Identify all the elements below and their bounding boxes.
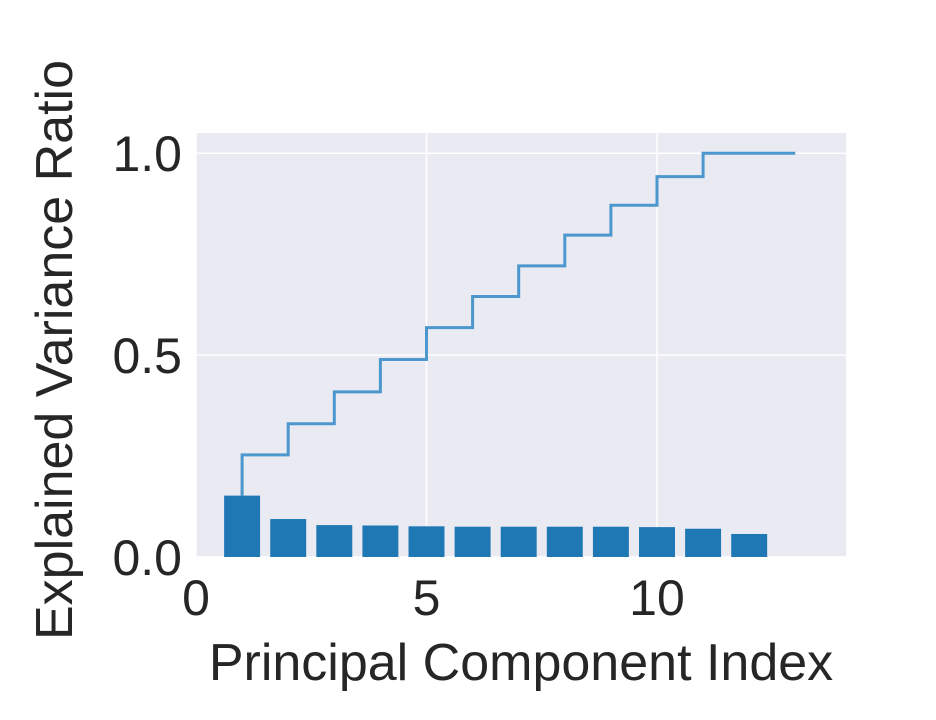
bar-pc-3 [316,525,353,557]
cumulative-step-line [240,151,796,496]
bar-series [224,495,768,557]
plot-area [196,133,846,557]
bar-pc-8 [546,526,583,557]
bar-pc-9 [592,526,629,557]
bar-pc-12 [731,533,768,557]
bar-pc-10 [639,527,675,557]
bar-pc-4 [362,525,399,557]
y-axis-label: Explained Variance Ratio [26,60,84,640]
x-tick-label: 5 [413,570,441,626]
x-tick-label: 10 [629,570,685,626]
y-tick-label: 0.5 [112,328,182,384]
bar-pc-1 [224,495,261,557]
bar-pc-2 [270,519,307,557]
bar-pc-6 [454,526,491,557]
x-axis-label: Principal Component Index [209,634,833,692]
y-tick-label: 1.0 [112,126,182,182]
bar-pc-7 [500,526,537,557]
bar-pc-5 [408,526,445,557]
x-tick-label: 0 [182,570,210,626]
bar-pc-11 [685,528,722,557]
tick-labels: 0 5 10 0.0 0.5 1.0 [112,126,684,626]
y-tick-label: 0.0 [112,530,182,586]
